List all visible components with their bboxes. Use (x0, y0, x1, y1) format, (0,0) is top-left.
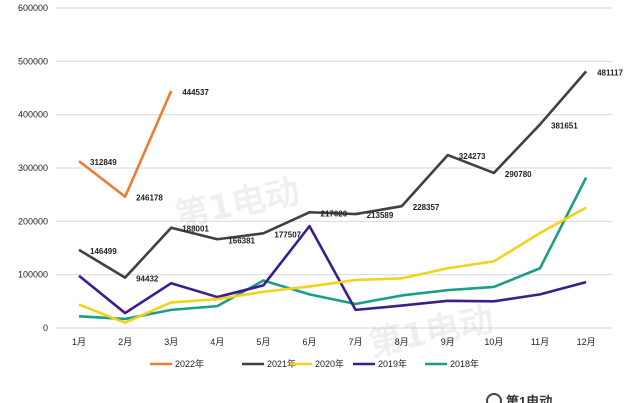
x-tick-label: 5月 (256, 337, 270, 347)
data-label: 94432 (136, 275, 159, 284)
legend: 2022年 2021年 2020年 2019年 2018年 (150, 358, 479, 369)
x-tick-label: 11月 (531, 337, 549, 347)
legend-label: 2021年 (267, 358, 296, 369)
series-line (78, 70, 588, 279)
data-label: 188001 (182, 225, 209, 234)
data-label: 324273 (459, 152, 486, 161)
x-tick-label: 2月 (118, 337, 132, 347)
data-label: 228357 (413, 203, 440, 212)
series-layer (78, 70, 588, 324)
x-axis-ticks: 1月 2月 3月 4月 5月 6月 7月 8月 9月 10月 11月 12月 (72, 337, 596, 347)
data-label: 481117 (597, 68, 623, 77)
data-label: 166381 (228, 236, 255, 245)
y-tick-label: 300000 (18, 163, 48, 173)
data-label: 290780 (505, 170, 532, 179)
data-label: 146499 (90, 247, 117, 256)
x-tick-label: 8月 (395, 337, 409, 347)
data-label: 312849 (90, 158, 117, 167)
data-label: 246178 (136, 194, 163, 203)
x-tick-label: 7月 (349, 337, 363, 347)
data-label: 381651 (551, 121, 578, 130)
x-tick-label: 10月 (484, 337, 503, 347)
y-tick-label: 400000 (18, 110, 48, 120)
data-label: 217020 (321, 209, 348, 218)
y-axis-ticks: 0 100000 200000 300000 400000 500000 600000 (18, 3, 48, 333)
x-tick-label: 1月 (72, 337, 86, 347)
legend-label: 2020年 (315, 358, 344, 369)
legend-label: 2022年 (175, 358, 204, 369)
y-tick-label: 0 (43, 323, 48, 333)
series-line (78, 177, 588, 321)
footer-logo: 第1电动 (486, 393, 552, 403)
legend-label: 2019年 (378, 358, 407, 369)
x-tick-label: 4月 (210, 337, 224, 347)
data-label: 177507 (274, 230, 301, 239)
logo-icon (486, 393, 502, 403)
series-line (78, 224, 587, 315)
series-line (78, 90, 173, 199)
data-labels: 146499 94432 188001 166381 177507 217020 21358… (90, 68, 623, 283)
x-tick-label: 9月 (441, 337, 455, 347)
data-label: 444537 (182, 88, 209, 97)
footer-logo-text: 第1电动 (506, 394, 552, 403)
x-tick-label: 3月 (164, 337, 178, 347)
data-label: 213589 (367, 211, 394, 220)
legend-label: 2018年 (450, 358, 479, 369)
y-tick-label: 500000 (18, 56, 48, 66)
gridlines (56, 7, 612, 329)
x-tick-label: 12月 (577, 337, 596, 347)
watermark-text-2: 第1电动 (366, 300, 497, 365)
series-line (78, 206, 587, 324)
y-tick-label: 100000 (18, 270, 48, 280)
y-tick-label: 600000 (18, 3, 48, 13)
y-tick-label: 200000 (18, 216, 48, 226)
x-tick-label: 6月 (302, 337, 316, 347)
